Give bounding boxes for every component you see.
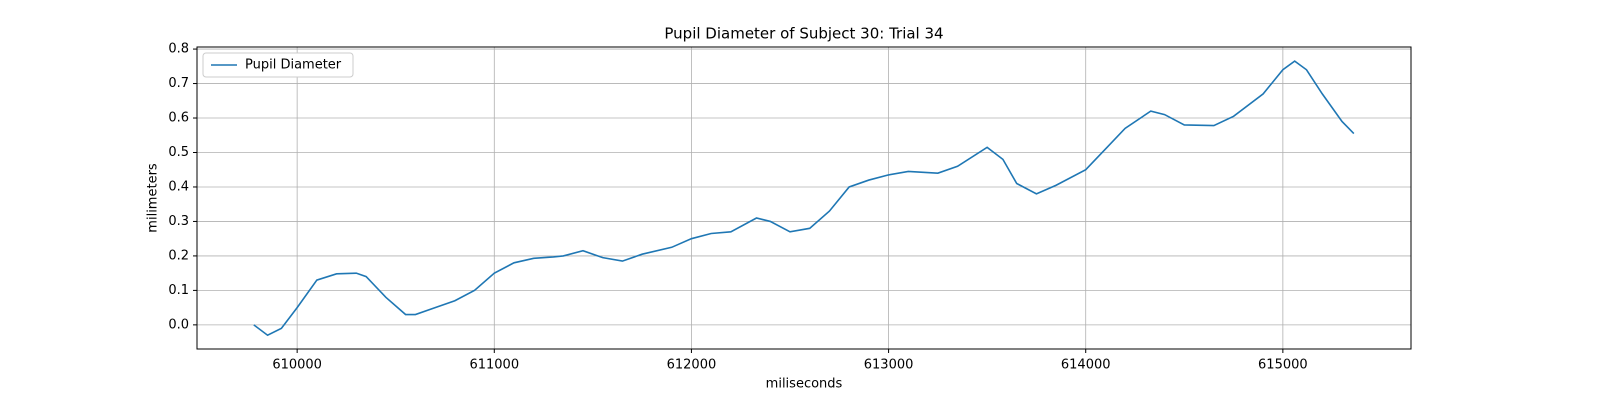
data-line bbox=[253, 60, 1355, 337]
y-tick-label: 0.6 bbox=[168, 111, 189, 126]
y-tick-label: 0.1 bbox=[168, 283, 189, 298]
chart-title: Pupil Diameter of Subject 30: Trial 34 bbox=[664, 25, 943, 43]
y-axis-label: milimeters bbox=[146, 163, 161, 233]
y-tick-label: 0.7 bbox=[168, 76, 189, 91]
legend-label: Pupil Diameter bbox=[245, 58, 342, 73]
plot-frame bbox=[196, 46, 1412, 350]
x-tick-label: 611000 bbox=[469, 358, 519, 373]
x-tick-label: 615000 bbox=[1258, 358, 1308, 373]
legend-box bbox=[202, 52, 354, 78]
y-tick-label: 0.3 bbox=[168, 214, 189, 229]
x-tick-label: 614000 bbox=[1061, 358, 1111, 373]
x-axis-label: miliseconds bbox=[766, 377, 843, 392]
x-tick-label: 613000 bbox=[864, 358, 914, 373]
y-tick-label: 0.2 bbox=[168, 248, 189, 263]
x-tick-label: 612000 bbox=[667, 358, 717, 373]
y-tick-label: 0.8 bbox=[168, 42, 189, 57]
y-tick-label: 0.4 bbox=[168, 179, 189, 194]
y-tick-label: 0.0 bbox=[168, 317, 189, 332]
y-tick-label: 0.5 bbox=[168, 145, 189, 160]
x-tick-label: 610000 bbox=[272, 358, 322, 373]
